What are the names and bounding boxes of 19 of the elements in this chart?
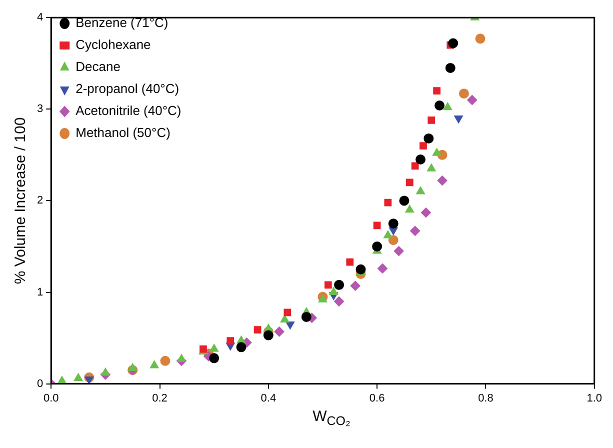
x-tick-label: 0.2 xyxy=(152,392,168,404)
legend-label: Decane xyxy=(76,59,120,74)
legend-label: Acetonitrile (40°C) xyxy=(76,103,182,118)
legend-label: Cyclohexane xyxy=(76,37,151,52)
y-tick-label: 1 xyxy=(36,286,44,298)
legend-label: Methanol (50°C) xyxy=(76,125,170,140)
x-tick-label: 0.6 xyxy=(369,392,385,404)
y-tick-label: 3 xyxy=(36,103,44,116)
x-tick-label: 0.8 xyxy=(478,392,494,404)
x-axis-title: W$_{CO₂}$ xyxy=(312,408,352,428)
x-tick-label: 1.0 xyxy=(586,392,602,404)
y-axis-title: % Volume Increase / 100 xyxy=(12,117,30,284)
x-tick-label: 0.4 xyxy=(260,392,276,404)
legend-label: 2-propanol (40°C) xyxy=(76,81,180,96)
y-tick-label: 4 xyxy=(36,12,44,24)
legend-label: Benzene (71°C) xyxy=(76,15,168,30)
y-tick-label: 2 xyxy=(36,194,44,207)
x-tick-label: 0.0 xyxy=(43,392,59,404)
y-tick-label: 0 xyxy=(36,378,44,390)
